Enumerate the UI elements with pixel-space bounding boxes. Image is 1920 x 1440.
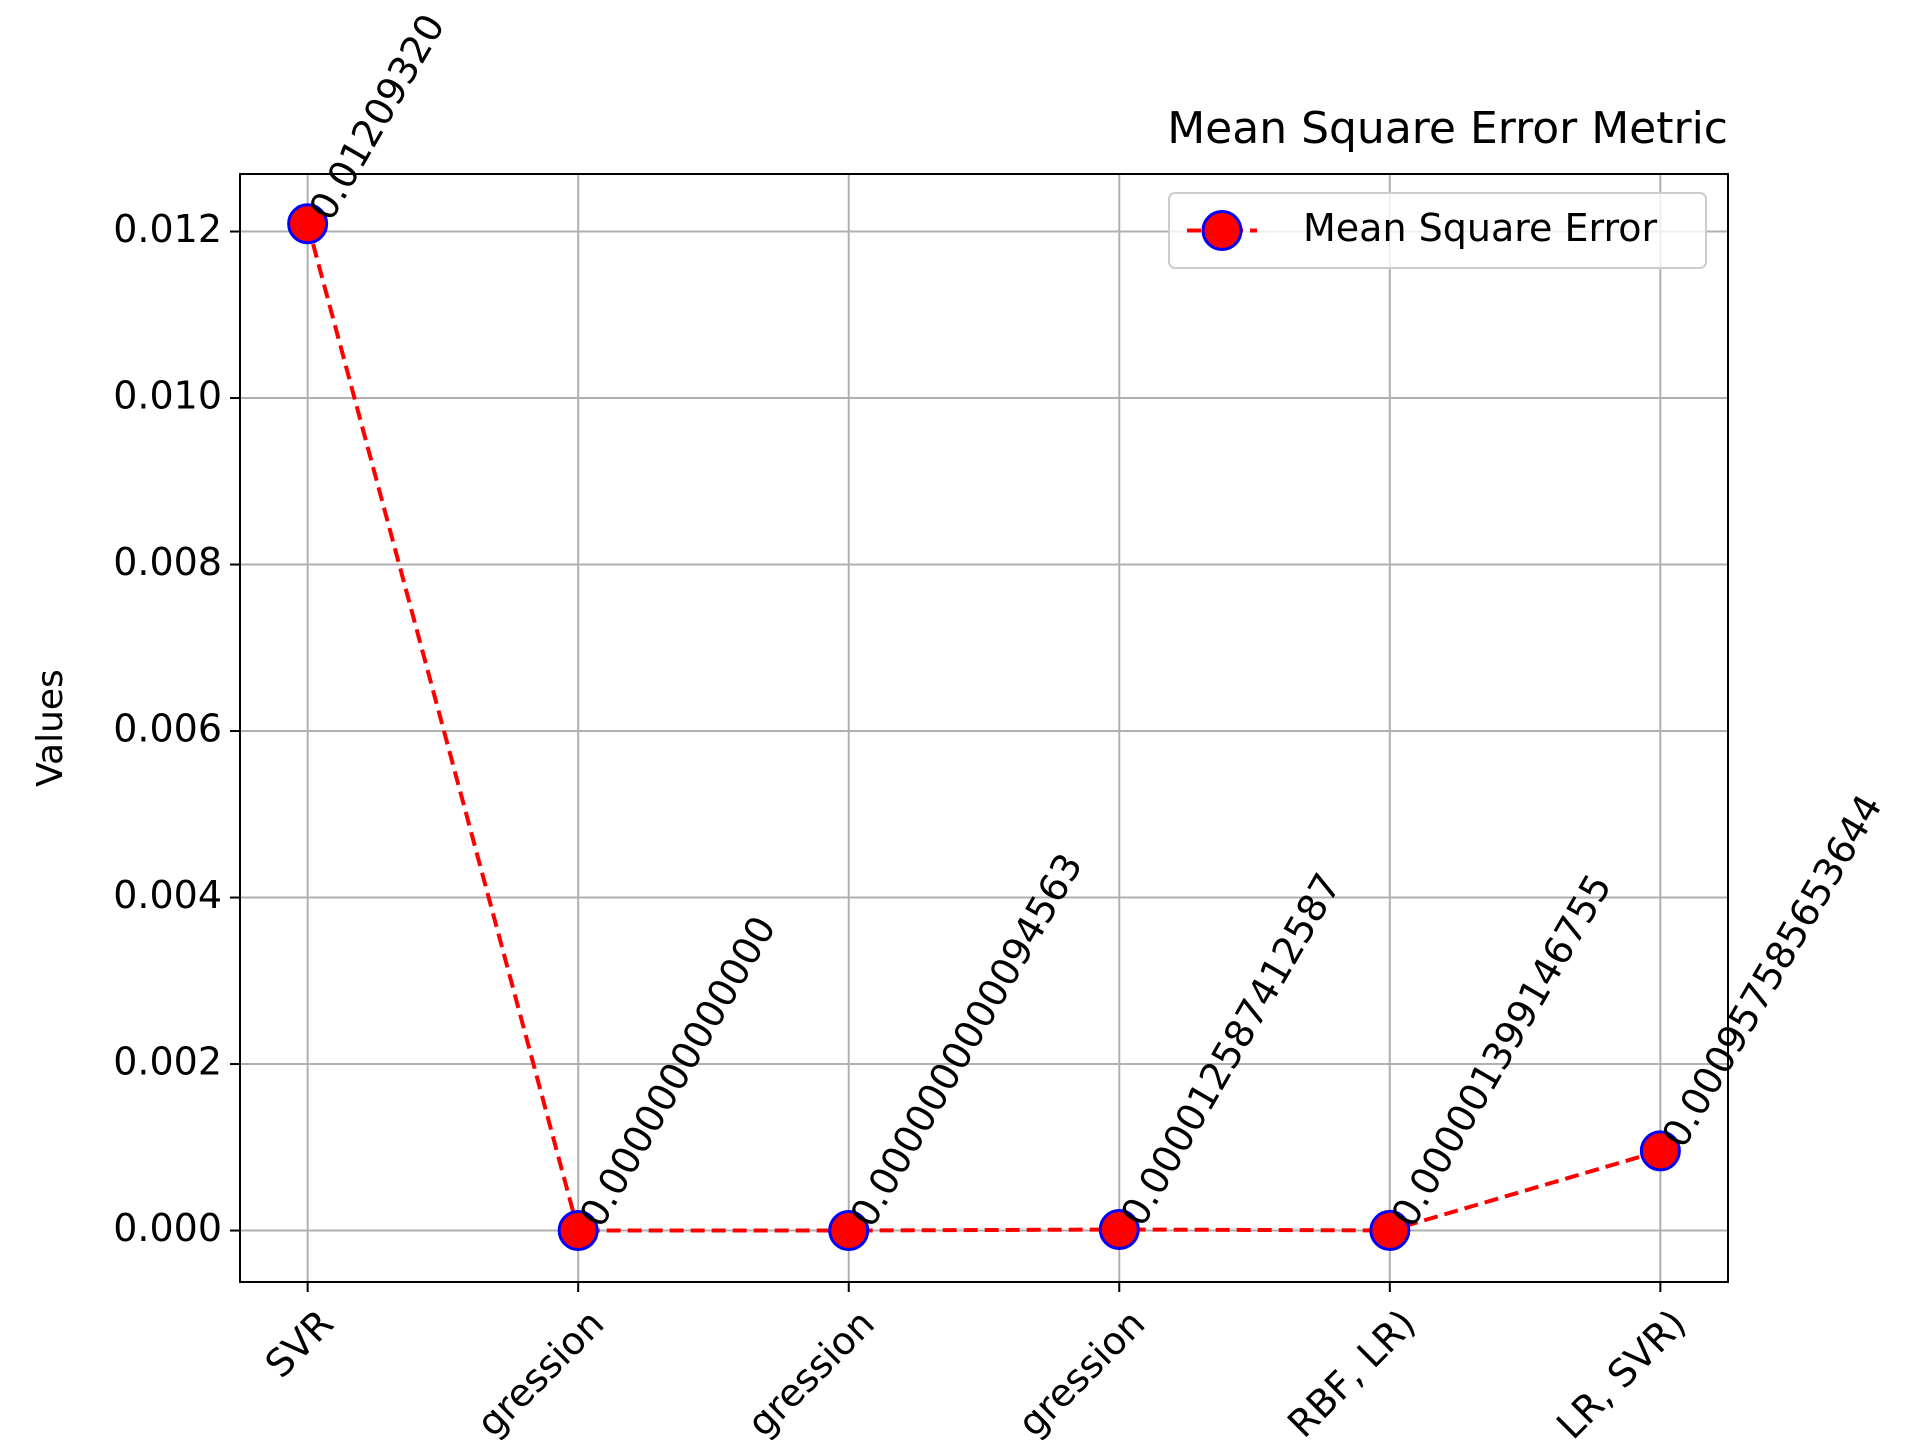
- data-label: 0.0000000000000: [571, 909, 784, 1235]
- plot-frame: [239, 173, 1729, 1283]
- y-tick-label: 0.012: [113, 207, 222, 251]
- marker: [287, 203, 329, 245]
- chart-title: Mean Square Error Metric: [1167, 103, 1728, 154]
- x-tick-label: SVR: [257, 1301, 342, 1386]
- legend-marker: [1201, 210, 1243, 251]
- x-tick-label: LR, SVR): [1548, 1301, 1694, 1440]
- data-label: 0.000012587412587: [1112, 866, 1350, 1233]
- data-label: 0.0000000000094563: [842, 846, 1092, 1234]
- y-tick-label: 0.004: [113, 873, 222, 917]
- marker: [1639, 1130, 1681, 1172]
- x-tick-label: gression: [739, 1301, 883, 1440]
- marker: [1098, 1209, 1140, 1251]
- marker: [828, 1210, 870, 1252]
- y-tick-label: 0.002: [113, 1040, 222, 1084]
- x-tick-label: gression: [468, 1301, 612, 1440]
- legend-label: Mean Square Error: [1303, 206, 1657, 250]
- data-label: 0.01209320: [300, 7, 453, 228]
- x-tick-label: RBF, LR): [1279, 1301, 1424, 1440]
- data-label: 0.000001399146755: [1383, 867, 1621, 1234]
- y-tick-label: 0.010: [113, 374, 222, 418]
- legend-box: [1168, 192, 1707, 269]
- data-label: 0.000957585653644: [1653, 787, 1891, 1154]
- y-tick-label: 0.000: [113, 1206, 222, 1250]
- marker: [557, 1210, 599, 1252]
- x-tick-label: gression: [1009, 1301, 1153, 1440]
- series-line: [305, 223, 1661, 1233]
- y-axis-label: Values: [30, 669, 71, 787]
- marker: [1369, 1209, 1411, 1251]
- y-tick-label: 0.006: [113, 707, 222, 751]
- y-tick-label: 0.008: [113, 540, 222, 584]
